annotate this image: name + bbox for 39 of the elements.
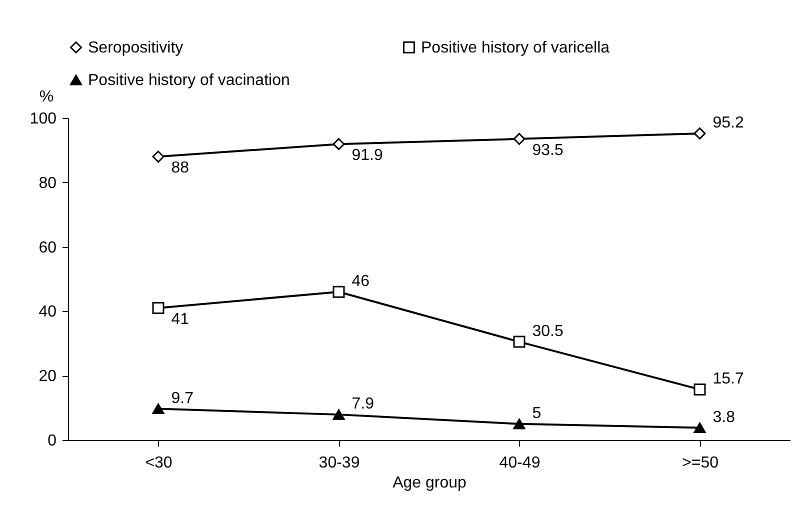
legend-label: Positive history of varicella xyxy=(421,39,610,56)
x-tick-label: 30-39 xyxy=(318,454,360,472)
x-tick-label: <30 xyxy=(145,454,172,472)
point xyxy=(152,302,164,314)
legend-label: Positive history of vacination xyxy=(88,72,290,89)
data-label: 95.2 xyxy=(712,114,744,132)
y-tick-label: 40 xyxy=(38,304,57,321)
data-label: 91.9 xyxy=(352,147,383,164)
data-label: 9.7 xyxy=(171,390,194,407)
y-tick-label: 0 xyxy=(48,432,57,450)
data-label: 30.5 xyxy=(532,322,564,340)
legend-label: Seropositivity xyxy=(88,39,184,56)
point xyxy=(694,422,706,434)
y-tick-label: 100 xyxy=(30,110,57,128)
point xyxy=(332,409,345,420)
point xyxy=(513,418,526,430)
point xyxy=(152,403,164,414)
y-tick-label: 60 xyxy=(38,239,57,256)
point xyxy=(694,383,706,396)
data-label: 7.9 xyxy=(352,396,374,413)
data-label: 3.8 xyxy=(712,408,736,426)
data-label: 88 xyxy=(171,160,190,177)
point xyxy=(694,127,706,140)
data-label: 93.5 xyxy=(532,142,564,159)
x-tick-label: 40-49 xyxy=(499,454,540,472)
point xyxy=(332,286,345,298)
point xyxy=(152,150,164,163)
point xyxy=(513,132,526,145)
y-tick-label: 80 xyxy=(38,174,57,192)
y-axis-title: % xyxy=(39,88,54,106)
data-label: 46 xyxy=(352,272,370,290)
data-label: 41 xyxy=(171,310,190,328)
data-label: 5 xyxy=(532,404,542,422)
x-tick-label: >=50 xyxy=(682,454,719,472)
y-tick-label: 20 xyxy=(38,368,57,386)
point xyxy=(332,138,345,150)
data-label: 15.7 xyxy=(712,370,744,388)
x-axis-title: Age group xyxy=(392,474,467,492)
point xyxy=(513,336,526,348)
